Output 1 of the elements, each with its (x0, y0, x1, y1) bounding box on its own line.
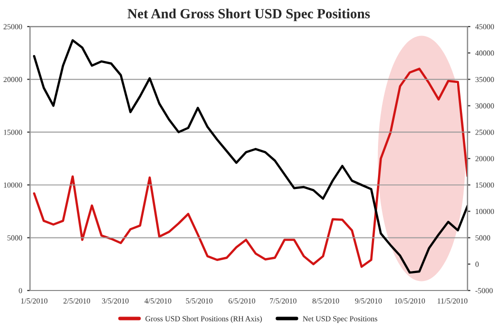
chart-title: Net And Gross Short USD Spec Positions (128, 8, 370, 22)
